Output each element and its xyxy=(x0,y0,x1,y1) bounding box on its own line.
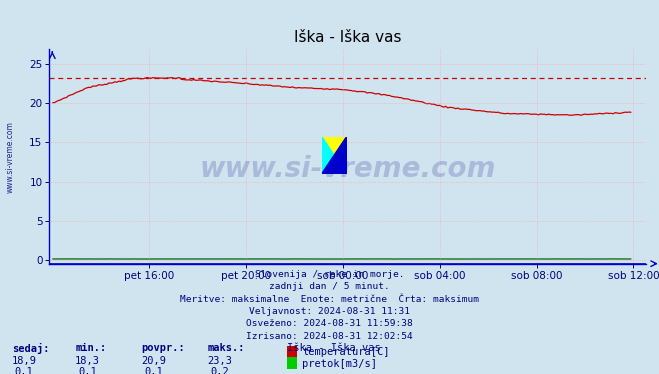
Text: 0,1: 0,1 xyxy=(78,367,97,374)
Text: 0,2: 0,2 xyxy=(210,367,229,374)
Text: zadnji dan / 5 minut.: zadnji dan / 5 minut. xyxy=(269,282,390,291)
Text: www.si-vreme.com: www.si-vreme.com xyxy=(200,155,496,183)
Polygon shape xyxy=(322,137,347,174)
Text: 18,3: 18,3 xyxy=(75,356,100,366)
Text: 0,1: 0,1 xyxy=(14,367,33,374)
Polygon shape xyxy=(322,137,347,174)
Text: 20,9: 20,9 xyxy=(141,356,166,366)
Text: pretok[m3/s]: pretok[m3/s] xyxy=(302,359,378,368)
Text: maks.:: maks.: xyxy=(208,343,245,353)
Text: 18,9: 18,9 xyxy=(11,356,36,366)
Text: povpr.:: povpr.: xyxy=(142,343,185,353)
Text: min.:: min.: xyxy=(76,343,107,353)
Text: Izrisano: 2024-08-31 12:02:54: Izrisano: 2024-08-31 12:02:54 xyxy=(246,332,413,341)
Text: Osveženo: 2024-08-31 11:59:38: Osveženo: 2024-08-31 11:59:38 xyxy=(246,319,413,328)
Text: sedaj:: sedaj: xyxy=(12,343,49,354)
Text: temperatura[C]: temperatura[C] xyxy=(302,347,390,357)
Text: 23,3: 23,3 xyxy=(207,356,232,366)
Title: Iška - Iška vas: Iška - Iška vas xyxy=(294,30,401,45)
Text: Veljavnost: 2024-08-31 11:31: Veljavnost: 2024-08-31 11:31 xyxy=(249,307,410,316)
Text: Iška - Iška vas: Iška - Iška vas xyxy=(287,343,380,353)
Text: Slovenija / reke in morje.: Slovenija / reke in morje. xyxy=(255,270,404,279)
Text: Meritve: maksimalne  Enote: metrične  Črta: maksimum: Meritve: maksimalne Enote: metrične Črta… xyxy=(180,295,479,304)
Polygon shape xyxy=(322,137,347,174)
Text: www.si-vreme.com: www.si-vreme.com xyxy=(5,121,14,193)
Text: 0,1: 0,1 xyxy=(144,367,163,374)
